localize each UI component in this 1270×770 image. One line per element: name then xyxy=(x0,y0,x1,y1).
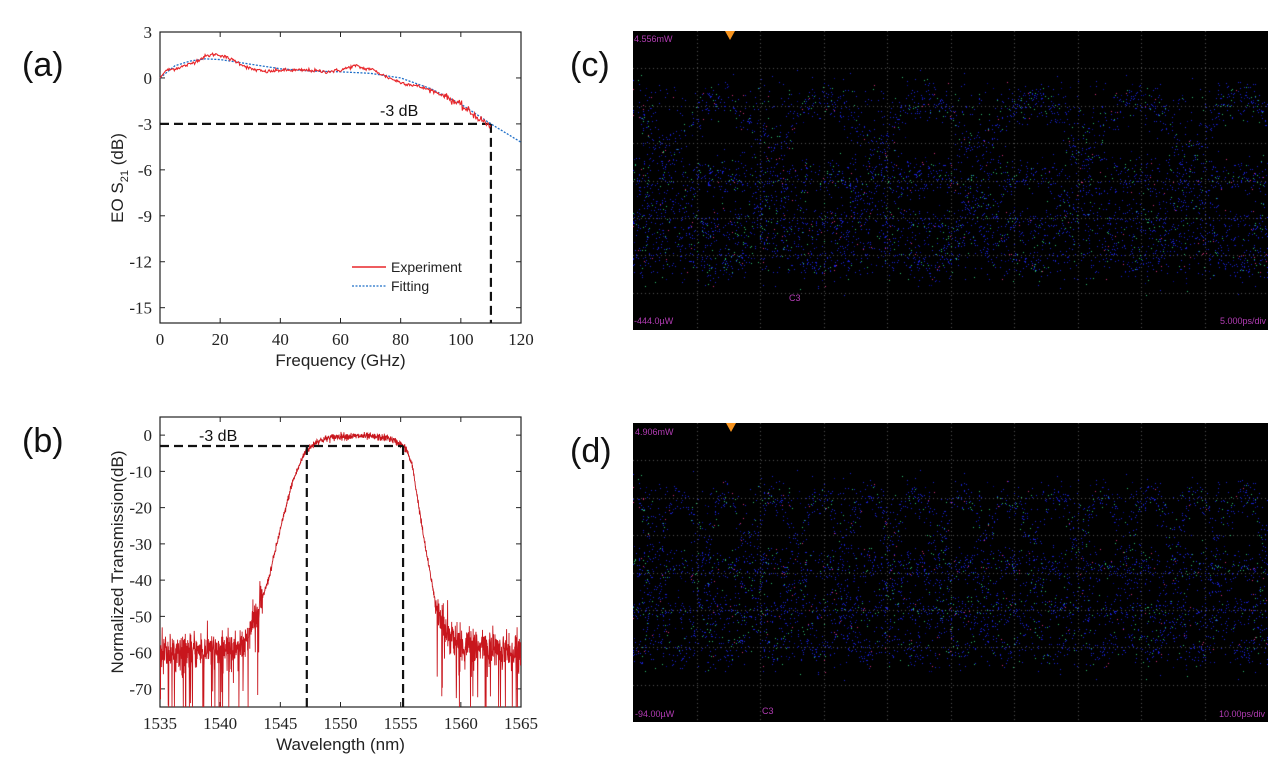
y-tick-label: -60 xyxy=(129,644,152,663)
panel-label-d: (d) xyxy=(570,432,612,470)
x-tick-label: 40 xyxy=(272,330,289,349)
x-tick-label: 120 xyxy=(508,330,534,349)
channel-label: C3 xyxy=(789,293,801,303)
bottom-readout: -444.0µW xyxy=(634,316,674,326)
trigger-marker-icon xyxy=(726,423,736,432)
x-tick-label: 20 xyxy=(212,330,229,349)
legend-fitting-label: Fitting xyxy=(391,278,429,294)
x-tick-label: 1565 xyxy=(504,714,538,733)
y-tick-label: -15 xyxy=(129,299,152,318)
y-tick-label: -30 xyxy=(129,535,152,554)
panel-label-c: (c) xyxy=(570,46,610,84)
y-tick-label: -50 xyxy=(129,607,152,626)
x-tick-label: 100 xyxy=(448,330,474,349)
panel-label-b: (b) xyxy=(22,422,64,460)
series-transmission-line xyxy=(160,431,521,707)
y-axis-label-main: EO S xyxy=(108,182,127,223)
x-tick-label: 80 xyxy=(392,330,409,349)
x-tick-label: 1535 xyxy=(143,714,177,733)
channel-label: C3 xyxy=(762,706,774,716)
y-tick-label: -20 xyxy=(129,499,152,518)
x-tick-label: 1555 xyxy=(384,714,418,733)
y-tick-label: -10 xyxy=(129,462,152,481)
y-tick-label: -12 xyxy=(129,253,152,272)
bottom-readout: -94.00µW xyxy=(635,709,675,719)
series-experiment-line xyxy=(159,51,492,129)
x-tick-label: 1550 xyxy=(324,714,358,733)
panel-label-a: (a) xyxy=(22,46,64,84)
eye-diagram-d-canvas xyxy=(633,423,1268,722)
eye-diagram-c: 4.556mW -444.0µW C3 5.000ps/div xyxy=(633,31,1268,330)
chart-a-eo-s21: 0 20 40 60 80 100 120 3 0 -3 -6 -9 -12 -15 Frequency (… xyxy=(108,23,534,370)
y-tick-label: -9 xyxy=(138,207,152,226)
y-tick-label: 0 xyxy=(144,426,153,445)
annotation-3db: -3 dB xyxy=(380,103,418,120)
annotation-3db: -3 dB xyxy=(199,428,237,445)
y-axis-label: EO S21 (dB) xyxy=(108,133,131,223)
x-tick-label: 1540 xyxy=(203,714,237,733)
x-axis-label: Wavelength (nm) xyxy=(276,735,405,754)
y-tick-label: -70 xyxy=(129,680,152,699)
top-readout: 4.906mW xyxy=(635,427,674,437)
y-tick-label: -40 xyxy=(129,571,152,590)
x-tick-label: 1560 xyxy=(444,714,478,733)
x-tick-label: 60 xyxy=(332,330,349,349)
eye-diagram-d: 4.906mW -94.00µW C3 10.00ps/div xyxy=(633,423,1268,722)
top-readout: 4.556mW xyxy=(634,34,673,44)
plot-frame xyxy=(159,31,522,324)
trigger-marker-icon xyxy=(725,31,735,40)
chart-b-transmission: 1535 1540 1545 1550 1555 1560 1565 0 -10 -20 -30 -4… xyxy=(108,416,538,754)
x-tick-label: 1545 xyxy=(263,714,297,733)
y-tick-label: -6 xyxy=(138,161,152,180)
y-tick-label: 0 xyxy=(144,69,153,88)
x-tick-label: 0 xyxy=(156,330,165,349)
y-axis-label-unit: (dB) xyxy=(108,133,127,170)
legend-experiment-label: Experiment xyxy=(391,259,462,275)
y-axis-label-subscript: 21 xyxy=(119,170,131,182)
x-axis-label: Frequency (GHz) xyxy=(275,351,405,370)
timebase-readout: 10.00ps/div xyxy=(1218,709,1265,719)
y-tick-label: 3 xyxy=(144,23,153,42)
eye-diagram-c-canvas xyxy=(633,31,1268,330)
y-tick-label: -3 xyxy=(138,115,152,134)
y-axis-label: Normalized Transmission(dB) xyxy=(108,451,127,674)
timebase-readout: 5.000ps/div xyxy=(1219,316,1266,326)
